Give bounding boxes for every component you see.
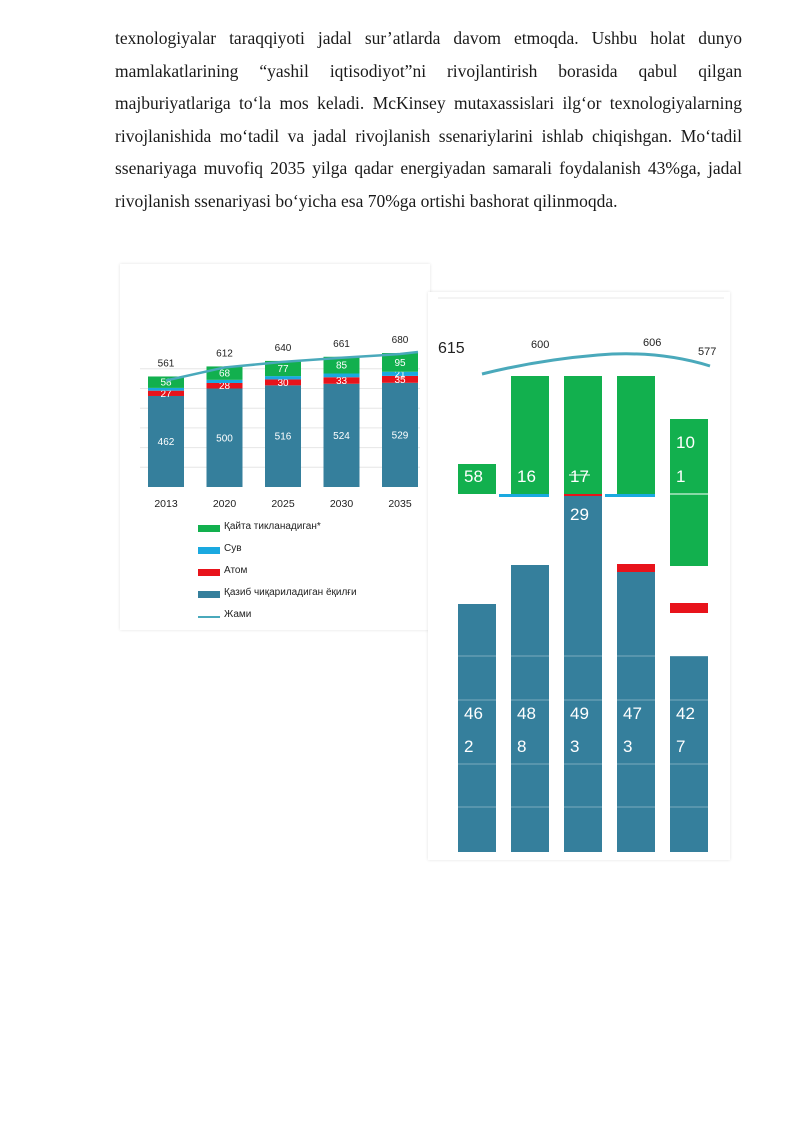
legend-label-fossil: Қазиб чиқариладиган ёқилғи: [224, 587, 357, 598]
data-label-renewable: 10: [676, 433, 695, 452]
bar-segment-fossil: [148, 395, 184, 487]
bar-segment-hydro: [323, 373, 360, 378]
energy-mix-chart-left: 462 27 58 2013 561 500 28 68 2020 612 516 30 77 2025 6…: [120, 264, 430, 630]
total-series-line: [165, 350, 419, 382]
x-tick-label: 2025: [271, 498, 295, 510]
data-label-fossil: 8: [517, 737, 526, 756]
total-label: 615: [438, 340, 465, 357]
bar-segment-nuclear: [670, 603, 708, 613]
data-label-fossil: 3: [623, 737, 632, 756]
bar-segment-renewable: [382, 353, 418, 372]
bar-segment-fossil: [564, 496, 602, 852]
legend-label-total: Жами: [224, 609, 252, 620]
legend-swatch-fossil: [198, 591, 220, 598]
bar-segment-hydro: [148, 387, 184, 391]
bar-segment-renewable: [617, 376, 655, 494]
data-label-nuclear: 30: [277, 378, 289, 389]
bar-segment-hydro: [605, 494, 655, 497]
total-label: 577: [698, 346, 716, 358]
data-label-renewable-sub: 1: [676, 467, 685, 486]
data-label-fossil: 48: [517, 704, 536, 723]
data-label-renewable: 95: [394, 358, 406, 369]
bar-segment-fossil: [511, 565, 549, 852]
x-tick-label: 2013: [154, 498, 178, 510]
data-label-nuclear: 35: [394, 375, 406, 386]
bar-segment-nuclear: [323, 377, 360, 384]
bar-segment-fossil: [323, 383, 360, 487]
body-paragraph: texnologiyalar taraqqiyoti jadal sur’atl…: [115, 28, 742, 211]
data-label-renewable: 58: [160, 378, 172, 389]
legend-swatch-renewable: [198, 525, 220, 532]
total-label: 612: [216, 348, 233, 359]
total-label: 640: [275, 343, 292, 354]
data-label-fossil: 7: [676, 737, 685, 756]
legend-swatch-nuclear: [198, 569, 220, 576]
bar-segment-renewable: [323, 356, 360, 374]
data-label-fossil: 524: [333, 431, 350, 442]
data-label-renewable: 77: [277, 364, 289, 375]
bar-segment-fossil: [617, 572, 655, 852]
energy-mix-chart-right: 46 2 58 48 8 16 49 3 17 29 47 3 42 7 10 1 615 600 606 577: [428, 292, 730, 860]
bar-segment-renewable: [564, 376, 602, 494]
data-label-extra: 29: [570, 505, 589, 524]
data-label-renewable: 58: [464, 467, 483, 486]
data-label-fossil: 500: [216, 433, 233, 444]
data-label-nuclear: 33: [336, 376, 348, 387]
data-label-renewable: 85: [336, 361, 348, 372]
data-label-hydro: 21: [394, 369, 406, 380]
legend-label-renewable: Қайта тикланадиган*: [224, 521, 321, 532]
x-tick-label: 2020: [213, 498, 237, 510]
bar-segment-fossil: [206, 388, 243, 487]
legend-label-nuclear: Атом: [224, 565, 248, 576]
bar-segment-nuclear: [265, 379, 301, 386]
bar-segment-nuclear: [382, 375, 418, 383]
bar-segment-fossil: [382, 382, 418, 487]
bar-segment-fossil: [265, 385, 301, 487]
bar-segment-renewable: [458, 464, 496, 494]
x-tick-label: 2030: [330, 498, 354, 510]
total-label: 680: [392, 335, 409, 346]
data-label-fossil: 46: [464, 704, 483, 723]
bar-segment-nuclear: [206, 382, 243, 389]
bar-segment-fossil: [458, 604, 496, 852]
bar-segment-hydro: [265, 376, 301, 380]
total-series-line: [481, 352, 711, 376]
bar-segment-hydro: [499, 494, 549, 497]
bar-segment-nuclear: [148, 390, 184, 396]
legend-label-hydro: Сув: [224, 543, 242, 554]
bar-segment-fossil: [670, 656, 708, 852]
bar-segment-renewable: [148, 376, 184, 388]
total-label: 606: [643, 337, 661, 349]
x-tick-label: 2035: [388, 498, 412, 510]
energy-mix-chart-right-plot: 46 2 58 48 8 16 49 3 17 29 47 3 42 7 10 1 615 600 606 577: [438, 297, 724, 852]
data-label-fossil: 49: [570, 704, 589, 723]
data-label-fossil: 3: [570, 737, 579, 756]
bar-segment-renewable: [670, 419, 708, 566]
data-label-nuclear: 28: [219, 381, 231, 392]
bar-segment-hydro: [382, 371, 418, 376]
data-label-renewable: 68: [219, 369, 231, 380]
total-label: 561: [158, 358, 175, 369]
data-label-fossil: 47: [623, 704, 642, 723]
data-label-fossil: 462: [158, 437, 175, 448]
bar-segment-nuclear: [617, 564, 655, 572]
bar-segment-renewable: [265, 360, 301, 377]
data-label-fossil: 2: [464, 737, 473, 756]
bar-segment-hydro: [206, 379, 243, 383]
legend-swatch-hydro: [198, 547, 220, 554]
data-label-fossil: 42: [676, 704, 695, 723]
data-label-renewable: 16: [517, 467, 536, 486]
data-label-fossil: 529: [392, 430, 409, 441]
data-label-fossil: 516: [275, 432, 292, 443]
legend-line-total: [198, 616, 220, 618]
data-label-renewable: 17: [570, 467, 589, 486]
data-label-nuclear: 27: [160, 389, 172, 400]
bar-segment-renewable: [511, 376, 549, 494]
total-label: 661: [333, 339, 350, 350]
total-label: 600: [531, 339, 549, 351]
